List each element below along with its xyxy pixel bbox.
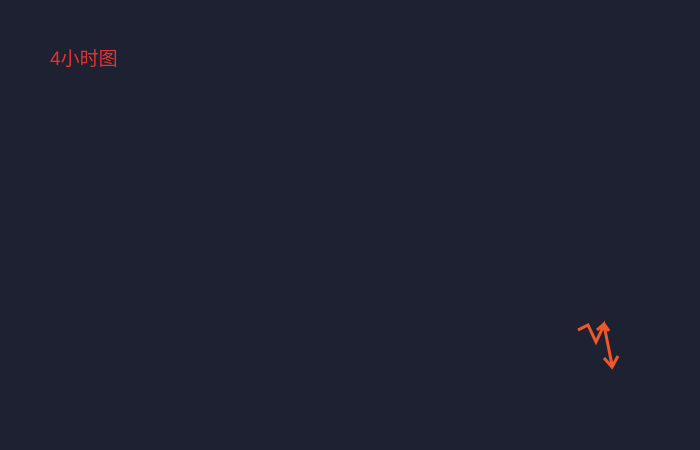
annotation-arrow [577, 320, 614, 366]
chart-title: 4小时图 [50, 48, 118, 70]
arrow-head [596, 321, 611, 332]
arrow-head [602, 355, 620, 370]
